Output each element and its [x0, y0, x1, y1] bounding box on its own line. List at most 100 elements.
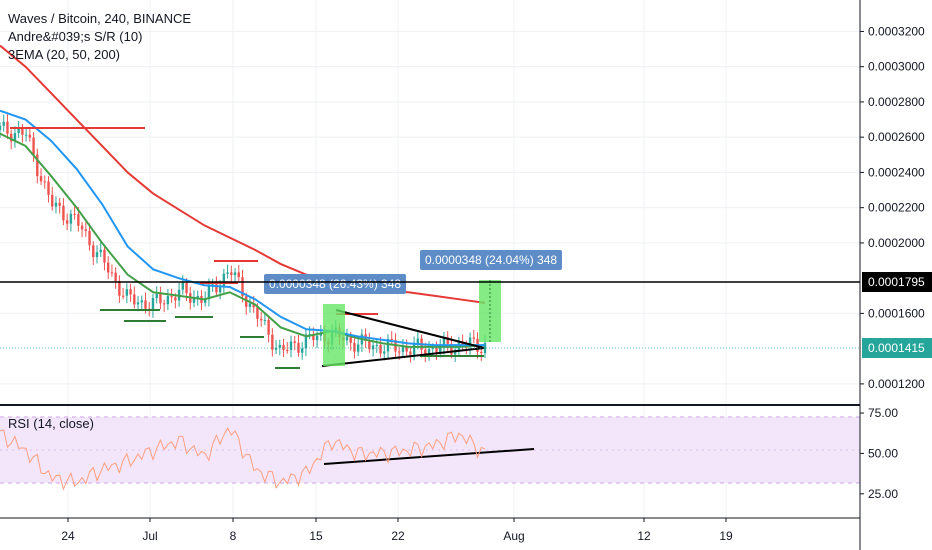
candle-body	[390, 339, 393, 341]
time-tick-label: 19	[719, 529, 733, 543]
candle-body	[133, 294, 136, 305]
triangle-upper-trendline[interactable]	[335, 309, 485, 349]
time-tick-label: 15	[309, 529, 323, 543]
candle-body	[424, 349, 427, 356]
triangle-lower-trendline[interactable]	[321, 347, 485, 367]
candle-body	[125, 289, 129, 296]
candle-body	[103, 249, 106, 263]
candle-body	[218, 286, 222, 293]
candle-body	[21, 128, 24, 135]
candle-body	[65, 220, 69, 224]
price-tick-label: 0.0002600	[868, 130, 925, 144]
candle-body	[450, 343, 453, 355]
candle-body	[84, 229, 88, 231]
time-tick-label: Aug	[503, 529, 524, 543]
candle-body	[13, 133, 17, 142]
candle-body	[267, 319, 270, 335]
measure-label-2: 0.0000348 (24.04%) 348	[425, 253, 557, 267]
candle-body	[192, 298, 196, 303]
indicator-sr[interactable]: Andre&#039;s S/R (10)	[8, 29, 143, 44]
price-tick-label: 0.0002200	[868, 201, 925, 215]
measure-box-2[interactable]	[479, 280, 501, 342]
candle-body	[9, 133, 13, 142]
candle-body	[405, 346, 408, 352]
time-tick-label: 24	[61, 529, 75, 543]
candle-body	[166, 296, 170, 305]
measurement-tools[interactable]: 0.0000348 (26.43%) 348 0.0000348 (24.04%…	[264, 250, 562, 366]
candle-body	[162, 303, 166, 305]
candle-body	[315, 335, 319, 341]
measure-box-1[interactable]	[323, 304, 345, 366]
candle-body	[442, 337, 446, 347]
candle-body	[416, 338, 420, 344]
candle-body	[386, 339, 390, 352]
candle-body	[211, 284, 214, 286]
candle-body	[203, 299, 207, 303]
trendlines[interactable]	[321, 309, 535, 465]
candle-body	[0, 125, 2, 131]
rsi-trendline[interactable]	[323, 448, 535, 465]
candle-body	[196, 296, 199, 299]
candle-body	[151, 298, 155, 310]
candle-body	[371, 345, 375, 350]
candle-body	[51, 194, 54, 207]
ema-line-ema-200	[0, 44, 486, 304]
candle-body	[401, 346, 405, 352]
candle-body	[368, 340, 371, 350]
measure-label-bg-1	[264, 274, 406, 294]
price-marker-text: 0.0001795	[868, 275, 925, 289]
candle-body	[483, 342, 487, 354]
rsi-tick-label: 25.00	[868, 487, 898, 501]
candle-body	[282, 344, 285, 350]
candle-body	[69, 213, 73, 224]
time-tick-label: 22	[391, 529, 405, 543]
candle-body	[439, 346, 442, 354]
candle-body	[32, 137, 35, 155]
candle-body	[293, 341, 296, 343]
support-resistance-lines	[10, 127, 484, 369]
rsi-indicator-label[interactable]: RSI (14, close)	[8, 416, 94, 431]
candle-body	[278, 344, 282, 348]
candle-body	[286, 349, 289, 351]
candle-body	[233, 272, 237, 275]
candle-body	[106, 262, 110, 273]
candle-body	[207, 284, 211, 300]
candle-body	[17, 128, 20, 134]
candle-body	[215, 284, 218, 293]
candle-body	[375, 344, 379, 346]
price-axis[interactable]: 0.0003200 0.0003000 0.0002800 0.0002600 0.00…	[860, 24, 925, 391]
candle-body	[155, 293, 158, 299]
candle-body	[256, 307, 259, 319]
candle-body	[241, 277, 244, 297]
candle-body	[129, 289, 132, 295]
candle-body	[174, 297, 177, 301]
candle-body	[6, 121, 9, 134]
candle-body	[118, 281, 121, 296]
price-tick-label: 0.0002800	[868, 95, 925, 109]
candle-body	[304, 334, 308, 349]
time-tick-label: 8	[230, 529, 237, 543]
price-tick-label: 0.0002400	[868, 165, 925, 179]
time-axis[interactable]: 24 Jul 8 15 22 Aug 12 19	[61, 518, 733, 543]
candle-body	[412, 343, 416, 355]
candle-body	[397, 351, 401, 353]
time-tick-label: 12	[637, 529, 651, 543]
measure-label-1: 0.0000348 (26.43%) 348	[269, 277, 401, 291]
candle-body	[289, 341, 293, 351]
candle-body	[144, 300, 147, 309]
candle-body	[136, 302, 140, 305]
indicator-ema[interactable]: 3EMA (20, 50, 200)	[8, 47, 121, 62]
candle-body	[379, 344, 382, 354]
candle-body	[39, 176, 43, 182]
rsi-line	[0, 427, 486, 491]
rsi-axis[interactable]: 75.00 50.00 25.00	[860, 406, 898, 501]
current-price-marker: 0.0001415	[862, 338, 932, 358]
candle-body	[2, 121, 5, 126]
candle-body	[73, 213, 76, 215]
time-tick-label: Jul	[142, 529, 157, 543]
candle-body	[349, 336, 352, 343]
chart-legend: Waves / Bitcoin, 240, BINANCE Andre&#039…	[8, 10, 191, 64]
candle-body	[480, 351, 483, 354]
candle-body	[92, 245, 95, 258]
